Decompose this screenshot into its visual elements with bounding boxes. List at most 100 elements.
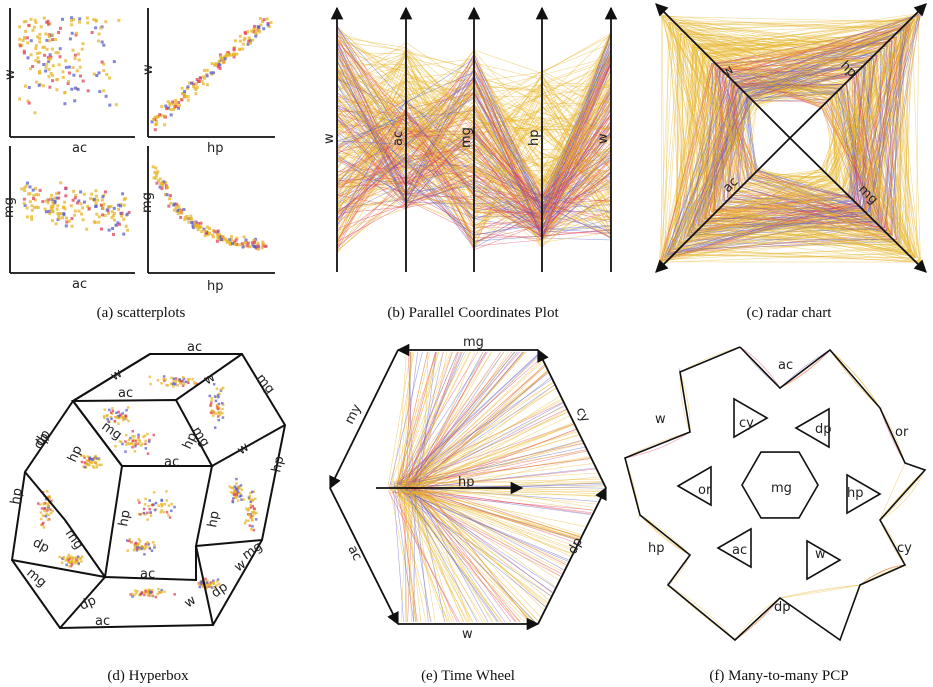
scatter-point bbox=[89, 197, 92, 201]
scatter-point bbox=[152, 176, 156, 180]
hyperbox-point bbox=[204, 577, 207, 581]
hyperbox-point bbox=[131, 439, 134, 443]
scatter-point bbox=[95, 212, 99, 216]
scatter-point bbox=[54, 51, 58, 55]
scatter-point bbox=[73, 196, 77, 200]
hyperbox-point bbox=[165, 384, 168, 387]
scatter-point bbox=[35, 51, 39, 55]
hyperbox-point bbox=[134, 440, 137, 443]
scatter-point bbox=[68, 37, 72, 41]
scatter-point bbox=[246, 30, 250, 34]
timewheel-line bbox=[406, 487, 592, 515]
hyperbox-point bbox=[109, 411, 113, 414]
hyperbox-point bbox=[165, 490, 168, 493]
scatter-point bbox=[47, 22, 50, 26]
scatter-point bbox=[253, 240, 256, 244]
timewheel-line bbox=[417, 493, 512, 623]
hyperbox-point bbox=[144, 439, 147, 443]
hyperbox-point bbox=[231, 486, 234, 490]
m2m-line bbox=[679, 371, 691, 433]
scatter-point bbox=[154, 174, 158, 178]
hyperbox-point bbox=[160, 502, 163, 506]
hyperbox-point bbox=[136, 542, 139, 546]
timewheel-line bbox=[396, 351, 439, 485]
scatter-point bbox=[174, 206, 178, 210]
hyperbox-point bbox=[129, 593, 132, 596]
scatter-point bbox=[238, 34, 242, 38]
scatter-point bbox=[180, 98, 184, 102]
scatter-point bbox=[120, 214, 124, 218]
hyperbox-point bbox=[148, 594, 151, 597]
hyperbox-point bbox=[89, 457, 92, 461]
scatter-point bbox=[51, 79, 55, 83]
scatter-point bbox=[38, 36, 42, 40]
scatter-point bbox=[27, 23, 31, 27]
scatter-point bbox=[189, 214, 193, 218]
hyperbox-point bbox=[248, 507, 251, 510]
hyperbox-point bbox=[247, 509, 250, 512]
scatter-point bbox=[51, 64, 55, 68]
scatter-point bbox=[186, 95, 190, 98]
scatter-point bbox=[114, 223, 118, 227]
timewheel-line bbox=[398, 358, 542, 484]
scatter-point bbox=[102, 202, 106, 206]
scatter-point bbox=[101, 206, 105, 210]
scatter-point bbox=[36, 206, 40, 209]
hyperbox-point bbox=[45, 490, 49, 493]
scatter-point bbox=[95, 74, 99, 77]
hyperbox-point bbox=[134, 544, 137, 548]
scatter-point bbox=[165, 193, 169, 197]
m2m-outer-label: hp bbox=[648, 541, 665, 556]
scatter-point bbox=[64, 59, 68, 63]
timewheel-line bbox=[416, 485, 605, 493]
scatter-point bbox=[234, 238, 238, 242]
radar-polyline bbox=[671, 25, 916, 258]
hyperbox-point bbox=[39, 511, 43, 514]
hyperbox-point bbox=[139, 513, 142, 516]
scatter-point bbox=[18, 37, 22, 41]
scatter-point bbox=[219, 235, 223, 239]
hyperbox-point bbox=[181, 384, 185, 387]
radar-axis-ac bbox=[655, 137, 791, 273]
scatter-point bbox=[160, 104, 164, 108]
scatter-point bbox=[107, 205, 110, 209]
timewheel-line bbox=[407, 490, 414, 623]
scatter-point bbox=[177, 101, 181, 104]
scatter-point bbox=[51, 38, 55, 42]
scatter-point bbox=[256, 247, 260, 251]
scatter-point bbox=[119, 204, 123, 208]
scatter-point bbox=[57, 196, 61, 200]
hyperbox-point bbox=[111, 407, 114, 410]
timewheel-line bbox=[400, 484, 566, 567]
scatter-point bbox=[230, 238, 233, 242]
hyperbox-point bbox=[144, 544, 147, 548]
hyperbox-label: mg bbox=[253, 371, 278, 397]
timewheel-line bbox=[400, 489, 546, 608]
hyperbox-point bbox=[217, 402, 221, 406]
hyperbox-point bbox=[42, 521, 45, 525]
scatter-point bbox=[185, 87, 189, 90]
scatter-point bbox=[23, 203, 27, 207]
timewheel-line bbox=[408, 387, 556, 487]
hyperbox-point bbox=[238, 491, 242, 495]
hyperbox-point bbox=[133, 543, 136, 547]
hyperbox-point bbox=[156, 379, 160, 382]
scatter-point bbox=[262, 27, 266, 31]
scatter-point bbox=[154, 115, 157, 119]
timewheel-line bbox=[411, 429, 577, 491]
scatter-point bbox=[66, 81, 70, 85]
scatter-point bbox=[31, 28, 35, 32]
scatter-point bbox=[122, 217, 126, 221]
m2m-line bbox=[639, 514, 691, 556]
scatter-point bbox=[238, 47, 242, 51]
hyperbox-point bbox=[167, 513, 170, 517]
scatter-point bbox=[183, 94, 187, 98]
scatter-point bbox=[205, 68, 209, 72]
hyperbox-point bbox=[152, 433, 155, 437]
hyperbox-point bbox=[48, 496, 51, 500]
scatter-point bbox=[196, 228, 200, 232]
timewheel-line bbox=[396, 351, 527, 499]
hyperbox-point bbox=[131, 446, 134, 449]
scatter-point bbox=[97, 215, 101, 219]
hyperbox-point bbox=[136, 544, 140, 547]
